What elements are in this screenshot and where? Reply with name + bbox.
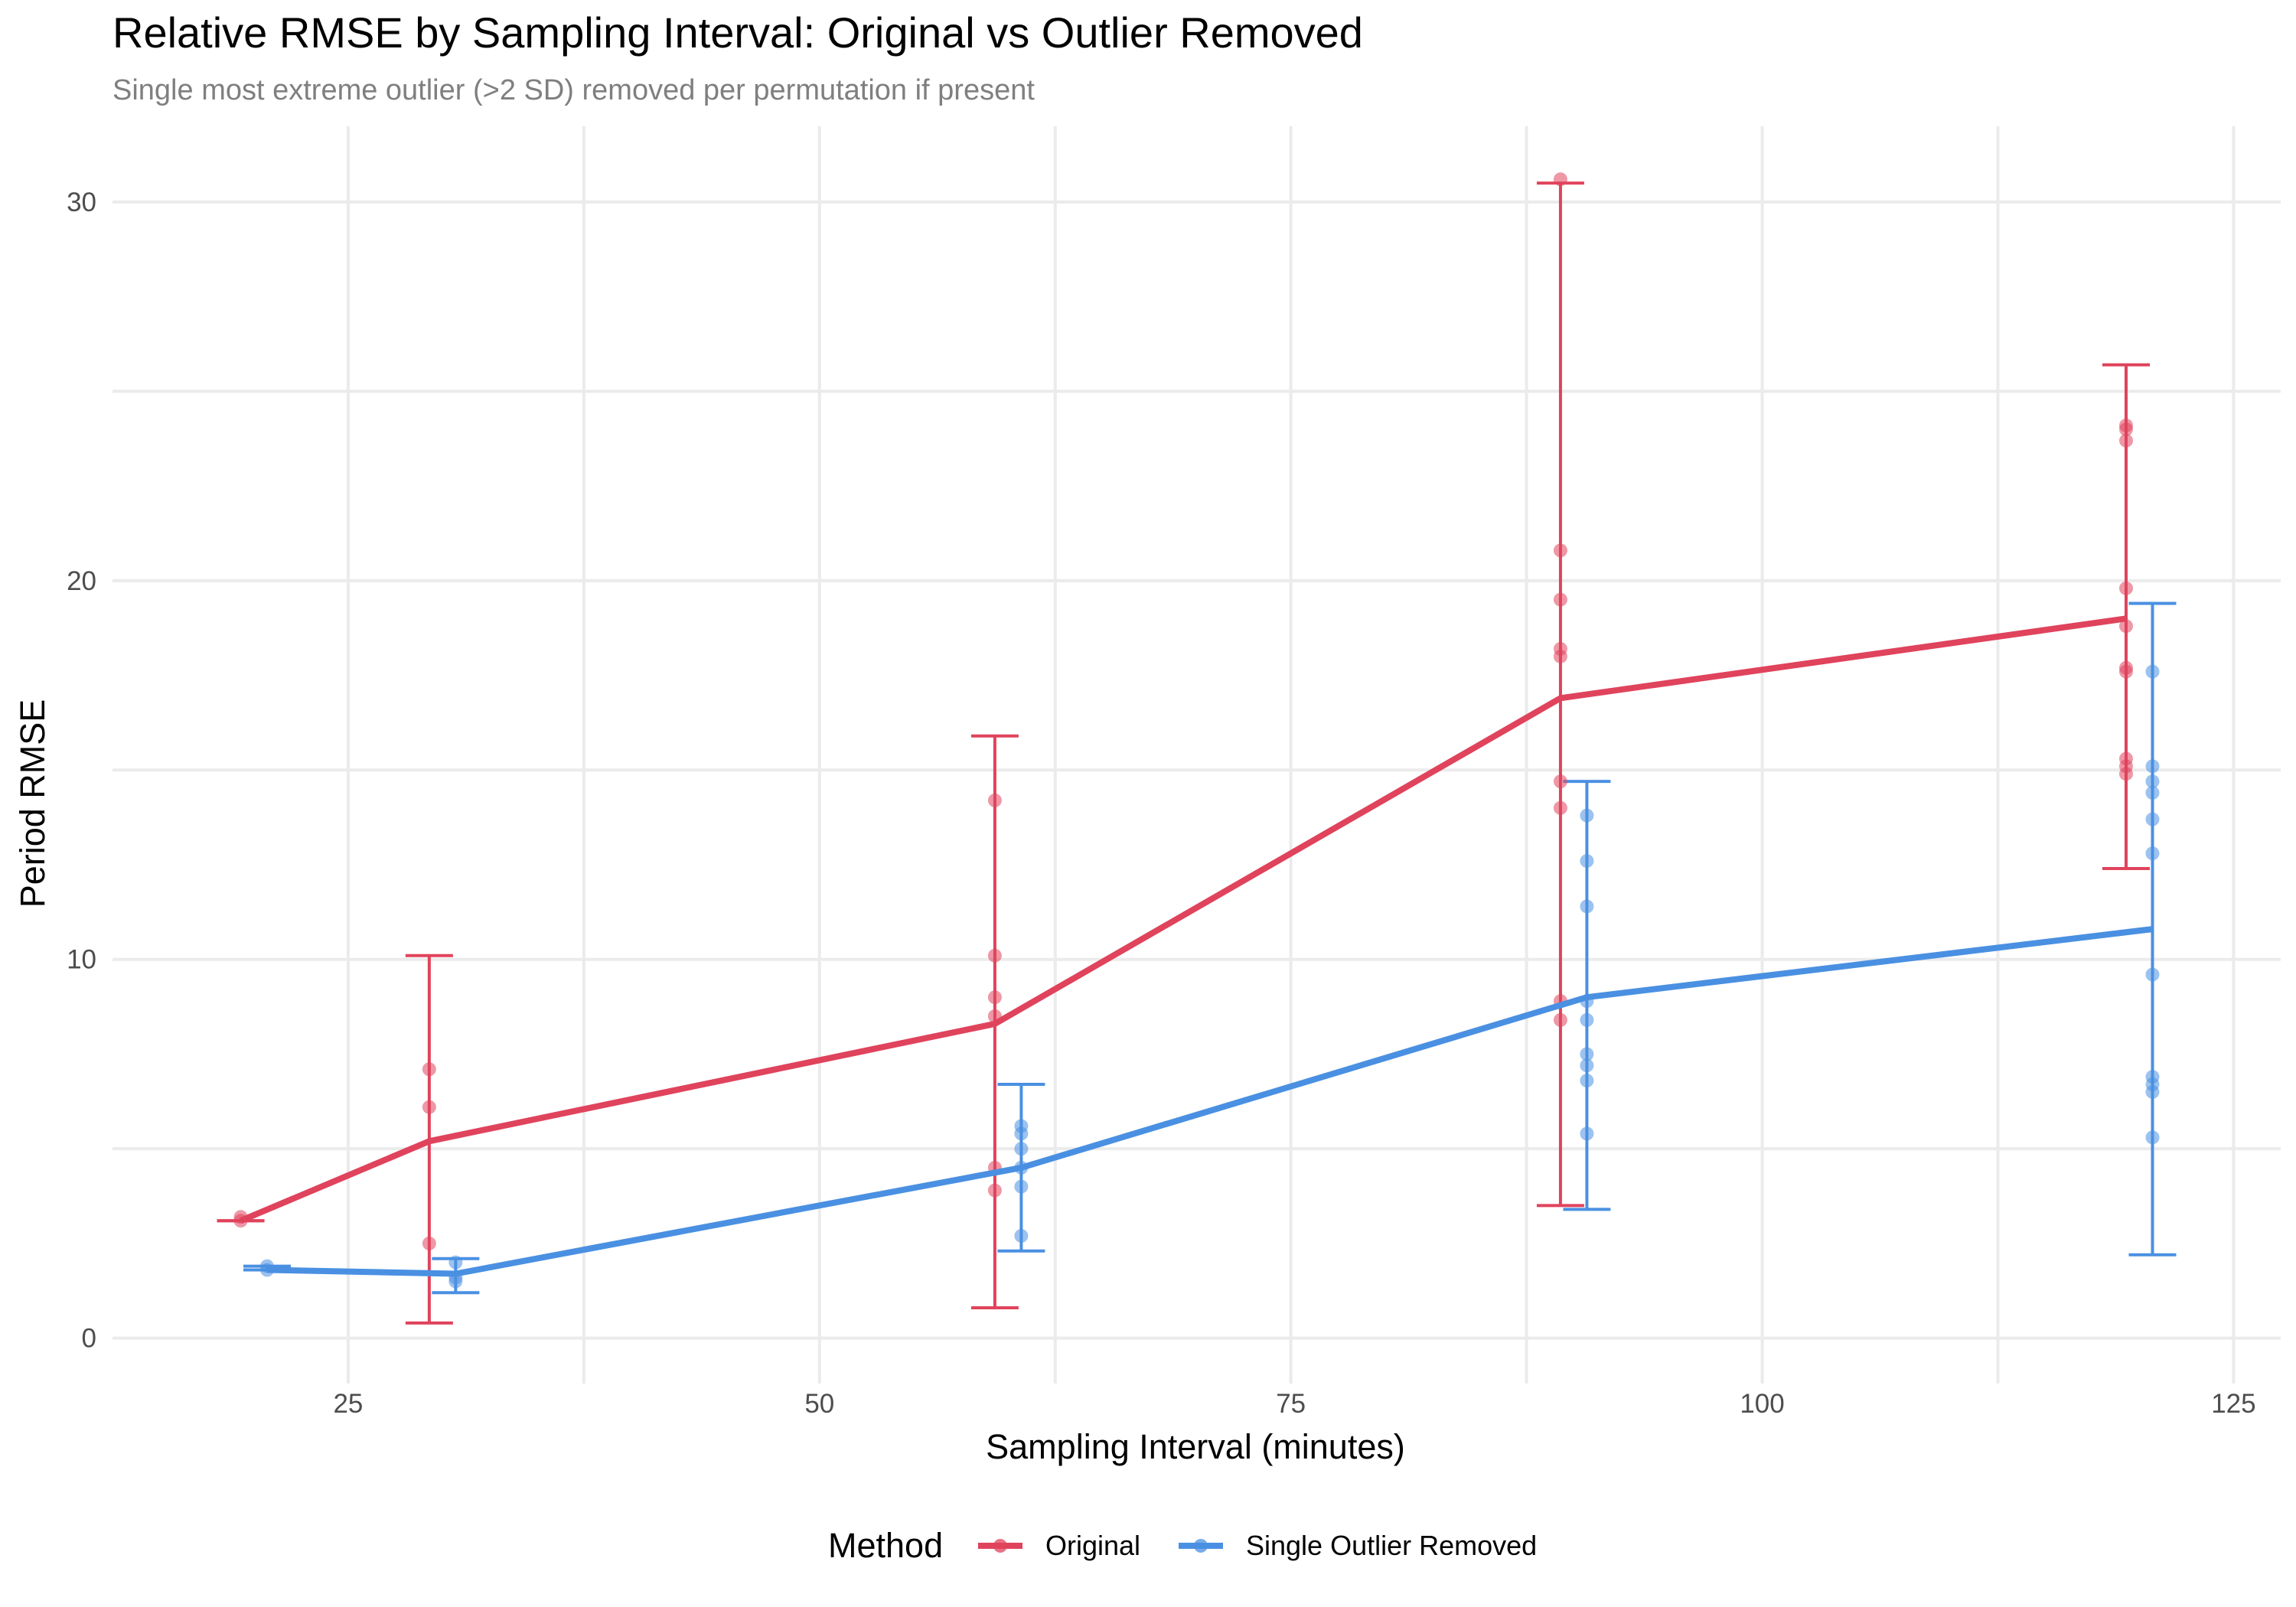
data-point	[1553, 172, 1567, 187]
data-points	[233, 172, 2160, 1289]
data-point	[1014, 1179, 1029, 1194]
data-point	[987, 990, 1002, 1005]
legend: Method Original Single Outlier Removed	[828, 1526, 1537, 1565]
data-point	[1580, 808, 1594, 823]
data-point	[1014, 1228, 1029, 1243]
data-point	[2145, 846, 2160, 861]
series-line	[239, 615, 2127, 1224]
data-point	[2118, 751, 2133, 766]
chart-title: Relative RMSE by Sampling Interval: Orig…	[113, 8, 1363, 57]
data-point	[1580, 1047, 1594, 1061]
data-point	[1014, 1142, 1029, 1156]
y-tick-label: 10	[67, 945, 96, 975]
data-point	[2118, 418, 2133, 432]
error-bar	[2102, 363, 2150, 870]
legend-item: Single Outlier Removed	[1179, 1530, 1537, 1561]
chart-subtitle: Single most extreme outlier (>2 SD) remo…	[113, 74, 1035, 106]
data-point	[422, 1100, 436, 1114]
data-point	[987, 1183, 1002, 1198]
legend-label: Original	[1045, 1530, 1140, 1561]
data-point	[1553, 543, 1567, 558]
data-point	[2145, 1130, 2160, 1145]
data-point	[1580, 1126, 1594, 1141]
data-point	[1580, 1074, 1594, 1088]
data-point	[2118, 619, 2133, 634]
data-point	[1553, 1012, 1567, 1027]
data-point	[987, 948, 1002, 963]
legend-key-point	[1194, 1539, 1208, 1553]
data-point	[1580, 1058, 1594, 1073]
x-tick-label: 50	[804, 1389, 834, 1419]
y-tick-label: 20	[67, 566, 96, 596]
legend-title: Method	[828, 1526, 943, 1565]
y-tick-label: 0	[82, 1324, 96, 1354]
data-point	[1580, 1012, 1594, 1027]
legend-items: Original Single Outlier Removed	[978, 1530, 1537, 1561]
y-axis-title: Period RMSE	[13, 699, 52, 908]
x-tick-label: 100	[1740, 1389, 1784, 1419]
data-point	[987, 793, 1002, 807]
data-point	[2145, 664, 2160, 679]
data-point	[422, 1236, 436, 1250]
legend-label: Single Outlier Removed	[1246, 1530, 1537, 1561]
data-point	[2118, 660, 2133, 675]
series-line	[266, 926, 2153, 1277]
series-lines	[239, 615, 2153, 1277]
legend-item: Original	[978, 1530, 1140, 1561]
data-point	[2145, 1070, 2160, 1084]
data-point	[1580, 899, 1594, 914]
error-bars	[217, 181, 2177, 1325]
data-point	[1580, 854, 1594, 869]
data-point	[422, 1062, 436, 1077]
data-point	[2145, 967, 2160, 982]
data-point	[1014, 1119, 1029, 1133]
x-tick-label: 125	[2211, 1389, 2255, 1419]
data-point	[2145, 812, 2160, 826]
grid	[113, 126, 2281, 1384]
data-point	[1553, 800, 1567, 815]
data-point	[2145, 774, 2160, 789]
data-point	[1553, 641, 1567, 656]
data-point	[2118, 581, 2133, 595]
tick-labels: 25 50 75 100 125 0 10 20 30	[67, 187, 2256, 1419]
data-point	[448, 1255, 463, 1270]
y-tick-label: 30	[67, 187, 96, 217]
x-tick-label: 75	[1276, 1389, 1306, 1419]
data-point	[2145, 759, 2160, 774]
x-axis-title: Sampling Interval (minutes)	[986, 1427, 1405, 1466]
legend-key-point	[993, 1539, 1007, 1553]
data-point	[2118, 433, 2133, 448]
data-point	[2145, 785, 2160, 800]
data-point	[1553, 592, 1567, 607]
x-tick-label: 25	[333, 1389, 363, 1419]
data-point	[1553, 774, 1567, 789]
